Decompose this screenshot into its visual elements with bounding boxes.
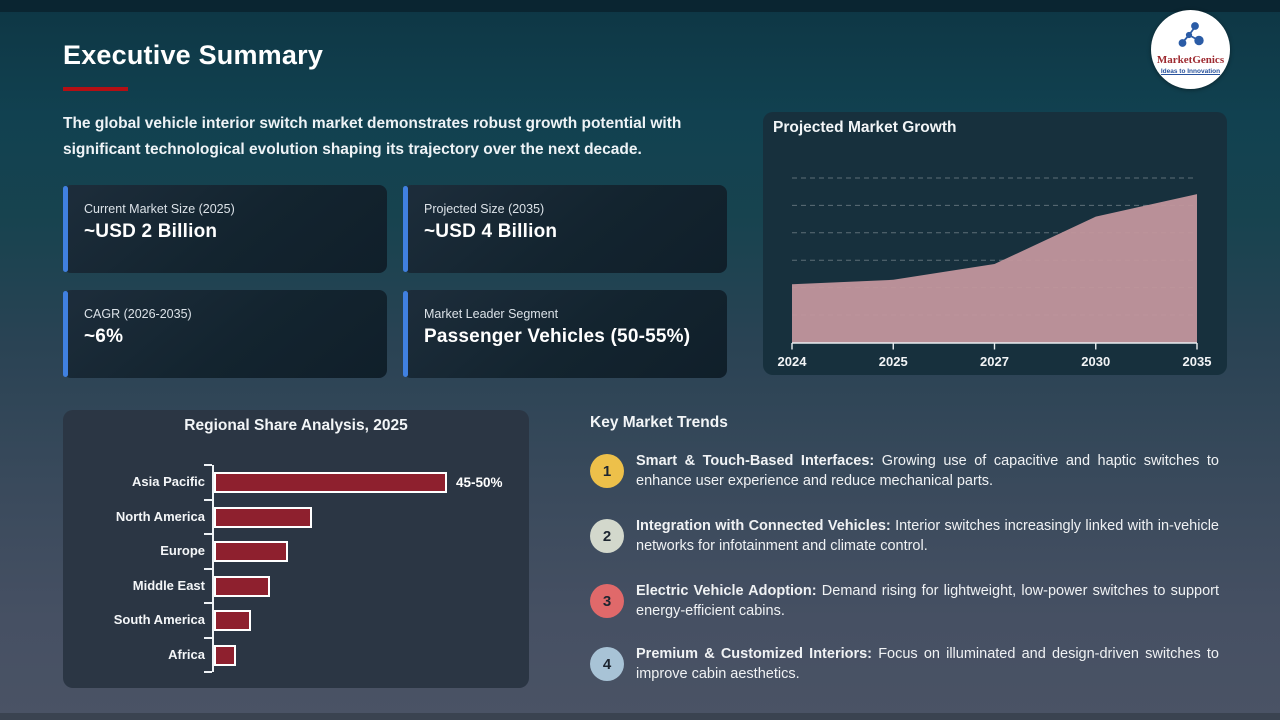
bar-chart-axis — [212, 465, 214, 672]
card-accent-bar — [63, 291, 68, 377]
bar-chart-tick — [204, 498, 212, 501]
stat-label: Market Leader Segment — [424, 307, 559, 321]
x-tick-label: 2024 — [778, 354, 808, 369]
bottom-border-strip — [0, 713, 1280, 720]
regional-chart-title: Regional Share Analysis, 2025 — [184, 417, 408, 434]
stat-label: Projected Size (2035) — [424, 202, 545, 216]
network-molecule-icon — [1178, 22, 1204, 47]
stat-card-projected-size: Projected Size (2035) ~USD 4 Billion — [403, 185, 727, 273]
trend-body: Focus on illuminated and design-driven s… — [636, 646, 1219, 682]
regional-bar-plot: Asia Pacific 45-50% North America Europe Mid… — [63, 410, 529, 688]
trend-number-badge: 4 — [590, 647, 624, 681]
x-tick-label: 2025 — [879, 354, 908, 369]
stat-label: Current Market Size (2025) — [84, 202, 235, 216]
stat-label: CAGR (2026-2035) — [84, 307, 192, 321]
bar-chart-tick — [204, 602, 212, 604]
bar-chart-tick — [204, 567, 212, 570]
x-tick-label: 2027 — [980, 354, 1009, 369]
intro-paragraph: The global vehicle interior switch marke… — [63, 115, 682, 158]
bar-category-label: North America — [115, 508, 205, 524]
bar-category-label: Middle East — [132, 577, 205, 593]
logo-brand-text: MarketGenics — [1156, 54, 1225, 66]
bar-africa — [214, 644, 237, 666]
projected-market-growth-panel: Projected Market Growth 2024 2025 2027 2030… — [763, 112, 1227, 375]
trend-text: Electric Vehicle Adoption: Demand rising… — [636, 582, 1219, 621]
trend-text: Integration with Connected Vehicles: Int… — [636, 517, 1219, 556]
marketgenics-logo: MarketGenics Ideas to Innovation — [1151, 10, 1230, 89]
bar-chart-tick — [204, 464, 212, 466]
trend-heading: Smart & Touch-Based Interfaces: — [636, 453, 875, 469]
trend-number-badge: 2 — [590, 519, 624, 553]
trend-heading: Electric Vehicle Adoption: — [636, 583, 817, 599]
key-market-trends-title: Key Market Trends — [590, 414, 728, 431]
bar-category-label: Europe — [160, 543, 205, 558]
title-accent-rule — [63, 87, 128, 91]
trend-item-ev-adoption: 3 Electric Vehicle Adoption: Demand risi… — [590, 582, 1221, 626]
bar-category-label: South America — [113, 612, 205, 627]
trend-number-badge: 3 — [590, 584, 624, 618]
trend-text: Premium & Customized Interiors: Focus on… — [636, 645, 1219, 684]
trend-item-premium-interiors: 4 Premium & Customized Interiors: Focus … — [590, 645, 1221, 689]
trend-heading: Premium & Customized Interiors: — [636, 646, 873, 662]
bar-south-america — [214, 610, 251, 631]
bar-north-america — [214, 506, 313, 528]
bar-middle-east — [214, 575, 271, 597]
page-title: Executive Summary — [63, 40, 324, 70]
growth-area-chart: 2024 2025 2027 2030 2035 — [778, 177, 1212, 369]
bar-asia-pacific — [214, 472, 447, 493]
top-border-strip — [0, 0, 1280, 12]
area-series — [792, 194, 1197, 343]
bar-chart-tick — [204, 636, 212, 639]
bar-category-label: Asia Pacific — [132, 474, 205, 489]
bar-category-label: Africa — [168, 646, 205, 662]
card-accent-bar — [403, 291, 408, 377]
trend-body: Growing use of capacitive and haptic swi… — [636, 453, 1219, 489]
growth-chart-title: Projected Market Growth — [773, 119, 957, 136]
bar-value-label: 45-50% — [456, 475, 503, 490]
stat-value: Passenger Vehicles (50-55%) — [424, 326, 691, 347]
trend-number-badge: 1 — [590, 454, 624, 488]
card-accent-bar — [403, 186, 408, 272]
trend-text: Smart & Touch-Based Interfaces: Growing … — [636, 452, 1219, 491]
trend-body: Interior switches increasingly linked wi… — [636, 518, 1219, 554]
bar-chart-tick — [204, 671, 212, 673]
trend-body: Demand rising for lightweight, low-power… — [636, 583, 1219, 619]
card-accent-bar — [63, 186, 68, 272]
stat-card-cagr: CAGR (2026-2035) ~6% — [63, 290, 387, 378]
stat-card-current-market-size: Current Market Size (2025) ~USD 2 Billio… — [63, 185, 387, 273]
stat-card-market-leader: Market Leader Segment Passenger Vehicles… — [403, 290, 727, 378]
regional-share-panel: Regional Share Analysis, 2025 Asia Pacif… — [63, 410, 529, 688]
trend-item-connected-vehicles: 2 Integration with Connected Vehicles: I… — [590, 517, 1221, 561]
stat-value: ~USD 4 Billion — [424, 221, 558, 242]
stat-value: ~USD 2 Billion — [84, 221, 218, 242]
bar-europe — [214, 541, 288, 562]
x-tick-label: 2035 — [1183, 354, 1212, 369]
bar-chart-tick — [204, 533, 212, 535]
logo-tagline-text: Ideas to Innovation — [1160, 68, 1221, 75]
trend-item-smart-interfaces: 1 Smart & Touch-Based Interfaces: Growin… — [590, 452, 1221, 496]
stat-value: ~6% — [84, 326, 124, 347]
trend-heading: Integration with Connected Vehicles: — [636, 518, 891, 534]
x-tick-label: 2030 — [1081, 354, 1110, 369]
